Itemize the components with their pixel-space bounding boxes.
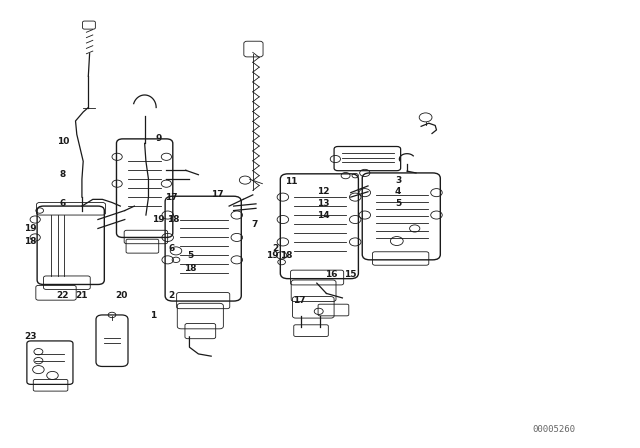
Text: 23: 23 bbox=[24, 332, 37, 341]
Text: 15: 15 bbox=[344, 270, 357, 279]
Text: 13: 13 bbox=[317, 199, 330, 208]
Text: 21: 21 bbox=[76, 291, 88, 300]
Text: 17: 17 bbox=[211, 190, 224, 199]
Text: 4: 4 bbox=[395, 187, 401, 196]
Text: 19: 19 bbox=[24, 224, 37, 233]
Text: 2: 2 bbox=[272, 244, 278, 253]
Text: 7: 7 bbox=[252, 220, 258, 228]
Text: 18: 18 bbox=[184, 264, 197, 273]
Text: 00005260: 00005260 bbox=[532, 425, 575, 434]
Text: 18: 18 bbox=[24, 237, 37, 246]
Text: 17: 17 bbox=[165, 193, 178, 202]
Text: 16: 16 bbox=[325, 270, 338, 279]
Text: 9: 9 bbox=[156, 134, 162, 143]
Text: 5: 5 bbox=[395, 199, 401, 208]
Text: 8: 8 bbox=[60, 170, 66, 179]
Text: 20: 20 bbox=[115, 291, 128, 300]
Text: 11: 11 bbox=[285, 177, 298, 186]
Text: 2: 2 bbox=[168, 291, 175, 300]
Text: 10: 10 bbox=[56, 137, 69, 146]
Text: 6: 6 bbox=[60, 199, 66, 208]
Text: 1: 1 bbox=[150, 311, 157, 320]
Text: 14: 14 bbox=[317, 211, 330, 220]
Text: 22: 22 bbox=[56, 291, 69, 300]
Text: 19: 19 bbox=[266, 251, 278, 260]
Text: 17: 17 bbox=[293, 296, 306, 305]
Text: 18: 18 bbox=[166, 215, 179, 224]
Text: 19: 19 bbox=[152, 215, 165, 224]
Text: 6: 6 bbox=[168, 244, 175, 253]
Text: 5: 5 bbox=[188, 251, 194, 260]
Text: 18: 18 bbox=[280, 251, 293, 260]
Text: 12: 12 bbox=[317, 187, 330, 196]
Text: 3: 3 bbox=[395, 176, 401, 185]
